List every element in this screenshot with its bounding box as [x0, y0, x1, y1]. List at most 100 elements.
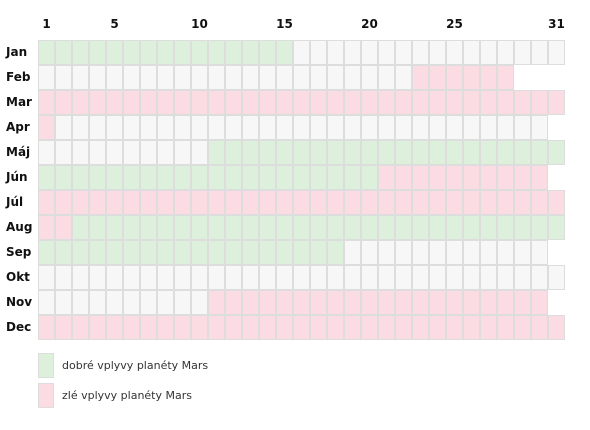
day-cell-good [208, 240, 225, 265]
day-cell-neutral [497, 40, 514, 65]
day-cell-bad [531, 315, 548, 340]
day-cell-good [463, 215, 480, 240]
day-cell-good [412, 215, 429, 240]
day-cell-neutral [429, 240, 446, 265]
day-cell-neutral [72, 290, 89, 315]
day-cell-bad [293, 90, 310, 115]
day-cell-good [140, 40, 157, 65]
day-cell-neutral [293, 40, 310, 65]
day-cell-neutral [293, 65, 310, 90]
day-cell-bad [38, 215, 55, 240]
day-cell-neutral [446, 115, 463, 140]
day-cell-neutral [480, 40, 497, 65]
day-cell-good [208, 40, 225, 65]
day-cell-good [259, 40, 276, 65]
day-cell-good [446, 140, 463, 165]
day-cell-neutral [259, 65, 276, 90]
day-cell-neutral [55, 115, 72, 140]
day-cell-bad [242, 290, 259, 315]
day-cell-neutral [89, 115, 106, 140]
day-cell-neutral [514, 265, 531, 290]
day-cell-good [191, 240, 208, 265]
day-cell-bad [548, 90, 565, 115]
day-cell-neutral [344, 65, 361, 90]
day-cell-good [38, 165, 55, 190]
day-cell-neutral [378, 40, 395, 65]
day-cell-good [378, 140, 395, 165]
day-cell-good [55, 240, 72, 265]
day-cell-bad [191, 90, 208, 115]
day-cell-bad [514, 315, 531, 340]
day-cell-neutral [395, 265, 412, 290]
day-cell-bad [429, 315, 446, 340]
day-cell-good [310, 165, 327, 190]
day-cell-good [72, 40, 89, 65]
legend-label-bad: zlé vplyvy planéty Mars [62, 389, 192, 402]
day-cell-bad [276, 90, 293, 115]
day-cell-good [327, 140, 344, 165]
day-cell-good [208, 165, 225, 190]
day-cell-good [259, 140, 276, 165]
day-cell-good [361, 215, 378, 240]
month-label: Apr [6, 120, 30, 134]
day-cell-neutral [429, 40, 446, 65]
day-cell-good [140, 165, 157, 190]
day-cell-neutral [259, 115, 276, 140]
day-cell-neutral [140, 290, 157, 315]
day-cell-good [480, 140, 497, 165]
month-label: Jan [6, 45, 28, 59]
day-cell-good [361, 165, 378, 190]
day-cell-neutral [361, 40, 378, 65]
day-cell-good [174, 215, 191, 240]
day-cell-good [429, 140, 446, 165]
day-cell-neutral [497, 115, 514, 140]
day-cell-neutral [89, 140, 106, 165]
day-cell-neutral [412, 40, 429, 65]
day-cell-neutral [242, 65, 259, 90]
day-cell-bad [157, 315, 174, 340]
day-cell-bad [514, 90, 531, 115]
month-label: Nov [6, 295, 33, 309]
day-cell-good [531, 140, 548, 165]
day-cell-neutral [395, 40, 412, 65]
day-cell-neutral [123, 265, 140, 290]
day-cell-bad [344, 315, 361, 340]
day-cell-neutral [140, 265, 157, 290]
day-cell-neutral [55, 140, 72, 165]
day-cell-bad [225, 315, 242, 340]
day-cell-bad [531, 290, 548, 315]
day-cell-neutral [327, 265, 344, 290]
day-cell-bad [55, 190, 72, 215]
day-cell-bad [344, 90, 361, 115]
legend-label-good: dobré vplyvy planéty Mars [62, 359, 209, 372]
day-cell-bad [531, 90, 548, 115]
day-cell-bad [89, 190, 106, 215]
day-cell-good [361, 140, 378, 165]
day-cell-bad [242, 90, 259, 115]
day-cell-neutral [174, 140, 191, 165]
day-cell-neutral [225, 65, 242, 90]
day-cell-bad [361, 90, 378, 115]
day-cell-bad [55, 315, 72, 340]
day-cell-good [395, 140, 412, 165]
day-cell-good [293, 240, 310, 265]
day-cell-bad [89, 315, 106, 340]
day-cell-bad [89, 90, 106, 115]
day-cell-good [191, 40, 208, 65]
day-cell-good [242, 215, 259, 240]
day-cell-good [514, 215, 531, 240]
day-cell-neutral [191, 115, 208, 140]
day-cell-bad [548, 190, 565, 215]
day-cell-bad [395, 90, 412, 115]
day-cell-neutral [72, 265, 89, 290]
day-cell-bad [38, 190, 55, 215]
day-cell-good [89, 40, 106, 65]
day-cell-neutral [395, 240, 412, 265]
day-cell-neutral [242, 265, 259, 290]
day-cell-bad [123, 190, 140, 215]
day-cell-neutral [55, 290, 72, 315]
day-cell-bad [446, 315, 463, 340]
day-cell-good [327, 240, 344, 265]
day-cell-neutral [174, 265, 191, 290]
day-cell-bad [259, 190, 276, 215]
